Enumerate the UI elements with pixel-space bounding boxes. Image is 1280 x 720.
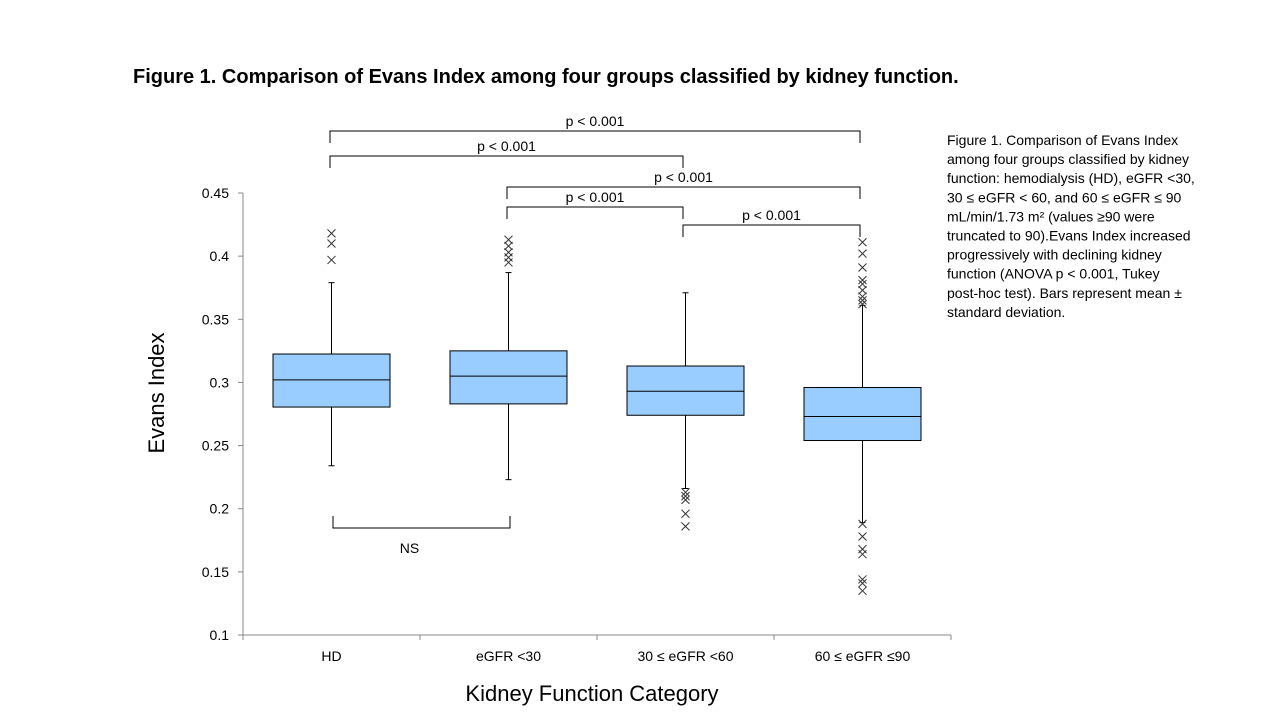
x-axis-label: Kidney Function Category <box>465 681 718 706</box>
caption-line: Figure 1. Comparison of Evans Index <box>947 132 1178 148</box>
x-tick-label: 30 ≤ eGFR <60 <box>637 648 733 664</box>
bracket <box>329 130 861 143</box>
outlier <box>858 532 867 541</box>
annotation: NS <box>400 540 419 556</box>
annotation: p < 0.001 <box>566 189 625 205</box>
outlier <box>858 292 867 301</box>
outlier <box>858 295 867 305</box>
caption-line: mL/min/1.73 m² (values ≥90 were <box>947 208 1155 224</box>
outlier <box>681 487 690 497</box>
y-tick-label: 0.15 <box>202 564 229 580</box>
outlier <box>681 491 690 501</box>
y-tick-label: 0.35 <box>202 311 229 327</box>
caption-line: function (ANOVA p < 0.001, Tukey <box>947 266 1160 282</box>
y-tick-label: 0.45 <box>202 185 229 201</box>
outlier <box>858 575 867 584</box>
outlier <box>858 237 867 247</box>
box <box>449 350 568 405</box>
outlier <box>858 285 867 295</box>
outlier <box>858 279 867 289</box>
y-tick-label: 0.2 <box>210 501 230 517</box>
bracket <box>332 516 511 529</box>
outlier <box>327 229 336 238</box>
outlier <box>327 239 336 248</box>
chart-title: Figure 1. Comparison of Evans Index amon… <box>133 66 959 88</box>
caption-line: truncated to 90).Evans Index increased <box>947 228 1191 244</box>
y-tick-label: 0.1 <box>210 627 230 643</box>
annotation: p < 0.001 <box>477 138 536 154</box>
outlier <box>681 522 690 531</box>
outlier <box>858 578 867 588</box>
outlier <box>858 549 867 559</box>
caption-line: post-hoc test). Bars represent mean ± <box>947 285 1182 301</box>
outlier <box>858 263 867 272</box>
outlier <box>504 258 513 267</box>
outlier <box>681 509 690 519</box>
y-tick-label: 0.4 <box>210 248 230 264</box>
outlier <box>504 241 513 251</box>
y-tick-label: 0.3 <box>210 374 230 390</box>
box <box>272 353 391 408</box>
outlier <box>858 586 867 596</box>
annotation: p < 0.001 <box>742 207 801 223</box>
outlier <box>858 249 867 258</box>
bracket <box>506 186 861 199</box>
annotation: p < 0.001 <box>566 113 625 129</box>
x-tick-label: eGFR <30 <box>476 648 541 664</box>
bracket <box>329 155 684 168</box>
outlier <box>858 275 867 285</box>
outlier <box>504 235 513 245</box>
caption-line: progressively with declining kidney <box>947 247 1162 263</box>
x-tick-label: HD <box>321 648 341 664</box>
caption-line: standard deviation. <box>947 304 1065 320</box>
box <box>626 365 745 416</box>
y-tick-label: 0.25 <box>202 438 229 454</box>
caption-line: function: hemodialysis (HD), eGFR <30, <box>947 170 1195 186</box>
outlier <box>327 255 336 265</box>
caption-line: 30 ≤ eGFR < 60, and 60 ≤ eGFR ≤ 90 <box>947 189 1182 205</box>
outlier <box>681 495 690 505</box>
bracket <box>682 224 861 237</box>
outlier <box>858 519 867 529</box>
box <box>803 386 922 442</box>
annotation: p < 0.001 <box>654 169 713 185</box>
bracket <box>506 206 684 219</box>
y-axis-label: Evans Index <box>144 332 169 453</box>
outlier <box>858 299 867 309</box>
caption-line: among four groups classified by kidney <box>947 151 1189 167</box>
x-tick-label: 60 ≤ eGFR ≤90 <box>815 648 911 664</box>
